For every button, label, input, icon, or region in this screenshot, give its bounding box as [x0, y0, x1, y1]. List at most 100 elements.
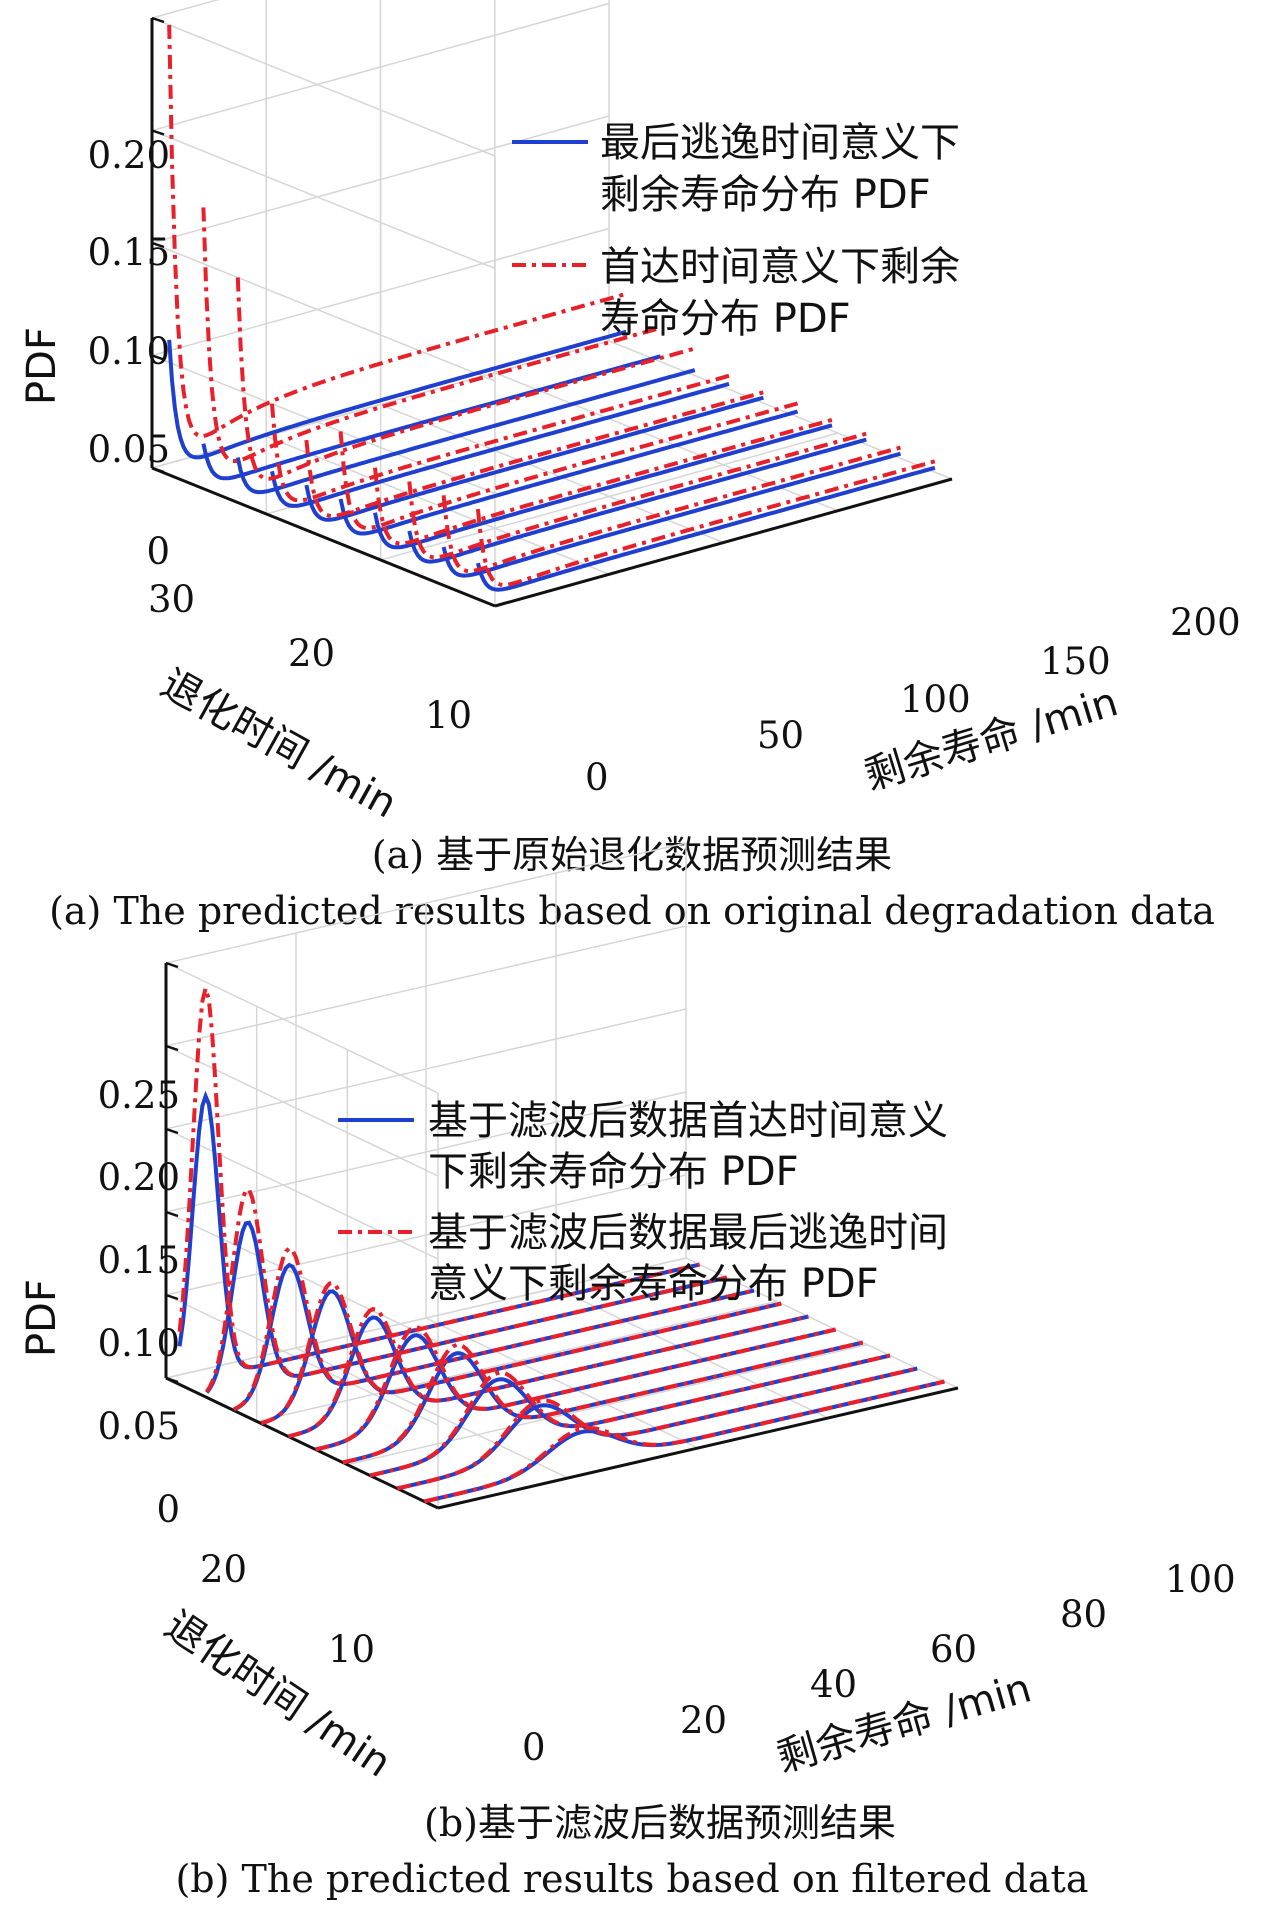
b-grid-line	[165, 1174, 687, 1296]
a-z-tick-mark	[151, 129, 165, 136]
a-legend-label: 剩余寿命分布 PDF	[600, 172, 931, 218]
a-grid-line	[151, 17, 496, 157]
a-z-tick: 0.20	[88, 134, 170, 177]
a-series-1-curve	[373, 417, 833, 546]
a-grid-line	[151, 115, 610, 244]
b-z-tick-mark	[165, 1127, 179, 1135]
b-x-axis-line	[437, 1386, 959, 1510]
b-legend-label: 基于滤波后数据首达时间意义	[428, 1098, 948, 1144]
a-y-tick: 30	[148, 578, 195, 621]
b-grid-line	[165, 1294, 439, 1426]
panel-b-chart: 0.25 0.20 0.15 0.10 0.05 0 PDF 20 10 0 退…	[19, 842, 1236, 1901]
b-x-tick: 60	[930, 1628, 977, 1671]
panel-b-curves	[177, 980, 945, 1504]
a-series-1-curve	[235, 277, 696, 481]
a-z-tick-mark	[151, 16, 165, 24]
b-grid-line	[165, 1091, 687, 1213]
a-z-tick-mark	[151, 354, 165, 361]
b-caption-zh: (b)基于滤波后数据预测结果	[424, 1801, 896, 1845]
b-series-1-curve	[315, 1324, 837, 1452]
panel-a-chart: 0.20 0.15 0.10 0.05 0 PDF 30 20 10 0 退化时…	[19, 0, 1241, 933]
b-series-1-curve	[287, 1307, 809, 1439]
b-caption-en: (b) The predicted results based on filte…	[175, 1857, 1088, 1901]
a-y-tick: 20	[288, 632, 335, 675]
a-series-1-curve	[167, 24, 627, 439]
b-x-tick: 20	[680, 1699, 727, 1742]
b-y-axis-line	[165, 1376, 439, 1510]
a-x-axis-line	[494, 477, 953, 608]
b-series-1-curve	[205, 1187, 728, 1393]
a-series-0-curve	[338, 409, 799, 536]
a-z-tick-mark	[151, 241, 165, 249]
b-grid-line	[165, 1211, 439, 1343]
panel-b-grid	[165, 842, 959, 1509]
b-grid-line	[165, 842, 687, 964]
b-grid-line	[165, 1008, 687, 1130]
b-z-tick: 0	[156, 1488, 180, 1531]
a-series-1-curve	[270, 373, 730, 503]
b-grid-line	[165, 1045, 439, 1177]
a-series-0-curve	[304, 395, 764, 522]
a-series-1-curve	[407, 431, 867, 560]
a-series-0-curve	[441, 451, 902, 578]
b-series-0-curve	[342, 1340, 864, 1465]
panel-a-axes	[150, 16, 953, 608]
b-x-tick: 100	[1165, 1558, 1236, 1601]
b-z-tick-mark	[165, 1044, 179, 1052]
b-grid-line	[425, 1317, 699, 1449]
a-series-0-curve	[373, 423, 833, 550]
a-grid-line	[151, 2, 610, 132]
b-grid-line	[347, 1343, 868, 1466]
b-grid-line	[165, 1257, 687, 1379]
b-grid-line	[685, 1257, 959, 1389]
a-z-tick: 0.10	[88, 330, 170, 373]
a-caption-en: (a) The predicted results based on origi…	[49, 889, 1215, 933]
b-series-1-curve	[396, 1366, 918, 1491]
a-x-tick: 150	[1040, 640, 1111, 683]
b-series-1-curve	[423, 1379, 945, 1504]
panel-b-axes	[164, 961, 959, 1510]
b-z-tick-mark	[165, 961, 179, 969]
a-series-1-curve	[304, 390, 764, 519]
a-z-axis-label: PDF	[19, 327, 65, 405]
a-x-tick: 50	[757, 714, 804, 757]
b-z-axis-label: PDF	[19, 1279, 65, 1357]
a-z-tick: 0.05	[88, 428, 170, 471]
a-z-tick: 0	[146, 530, 170, 573]
a-y-tick: 10	[425, 694, 472, 737]
a-x-tick: 100	[900, 678, 971, 721]
a-series-0-curve	[167, 329, 627, 460]
b-y-tick: 10	[328, 1628, 375, 1671]
b-z-tick: 0.20	[98, 1156, 180, 1199]
b-legend-label: 基于滤波后数据最后逃逸时间	[428, 1210, 948, 1256]
a-grid-line	[151, 129, 496, 270]
b-z-tick: 0.15	[98, 1239, 180, 1282]
a-legend-label: 首达时间意义下剩余	[600, 244, 960, 290]
b-series-1-curve	[177, 980, 701, 1370]
b-grid-line	[256, 1300, 777, 1423]
a-series-1-curve	[201, 207, 662, 464]
b-z-tick-mark	[165, 1210, 179, 1218]
panel-a-curves	[167, 24, 936, 592]
a-y-axis-line	[151, 466, 496, 608]
b-x-tick: 80	[1060, 1593, 1107, 1636]
a-series-0-curve	[407, 437, 867, 564]
a-legend-label: 最后逃逸时间意义下	[600, 120, 960, 166]
a-x-tick: 200	[1170, 601, 1241, 644]
a-series-1-curve	[441, 445, 902, 574]
a-grid-line	[151, 242, 496, 382]
a-y-tick: 0	[585, 756, 609, 799]
b-z-tick: 0.25	[98, 1074, 180, 1117]
b-grid-line	[165, 1128, 439, 1260]
a-z-tick-mark	[151, 466, 165, 474]
b-z-tick: 0.10	[98, 1322, 180, 1365]
b-z-tick-mark	[165, 1293, 179, 1301]
a-y-axis-label: 退化时间 /min	[153, 661, 404, 828]
b-grid-line	[165, 962, 439, 1094]
b-legend: 基于滤波后数据首达时间意义 下剩余寿命分布 PDF 基于滤波后数据最后逃逸时间 …	[338, 1098, 948, 1307]
a-grid-line	[151, 227, 610, 357]
b-grid-line	[555, 1287, 829, 1419]
a-legend: 最后逃逸时间意义下 剩余寿命分布 PDF 首达时间意义下剩余 寿命分布 PDF	[512, 120, 960, 342]
a-grid-line	[380, 432, 838, 561]
